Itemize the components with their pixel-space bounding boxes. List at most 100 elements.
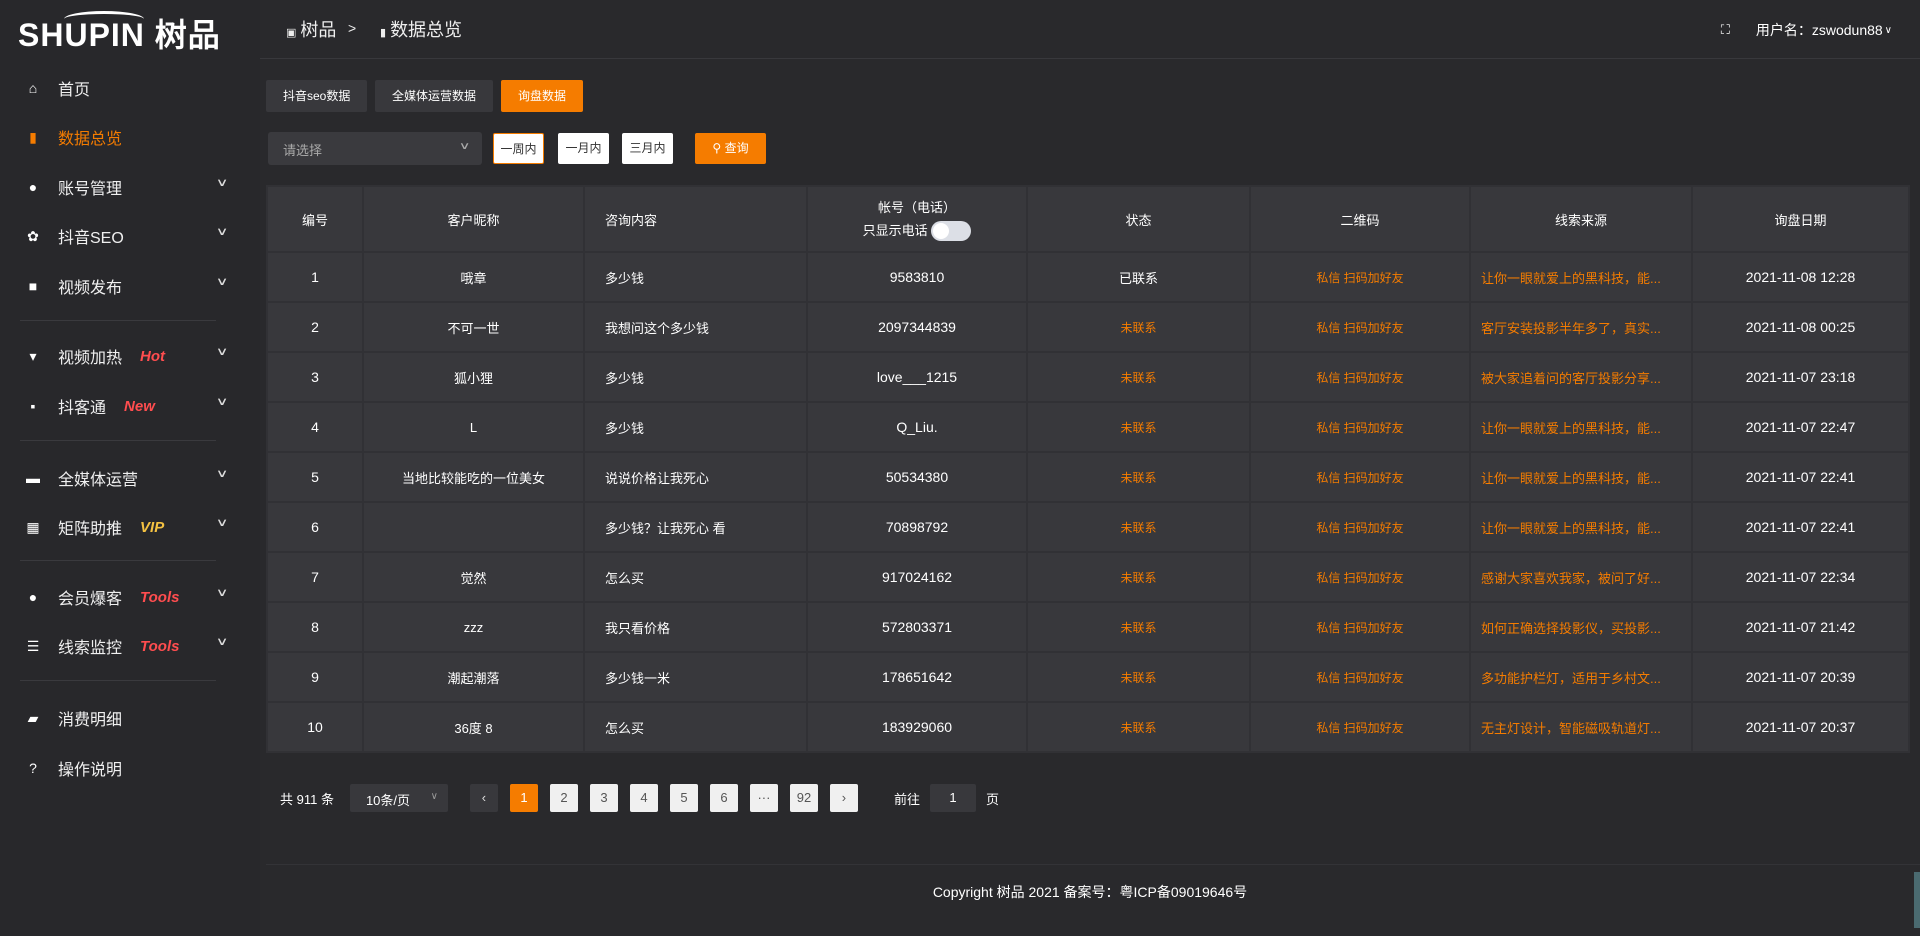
- cell-qrcode-link[interactable]: 私信 扫码加好友: [1249, 651, 1471, 703]
- sidebar-item-label: 操作说明: [58, 762, 123, 779]
- query-button[interactable]: ⚲ 查询: [695, 133, 766, 164]
- cell-date: 2021-11-07 23:18: [1691, 351, 1910, 403]
- next-page-button[interactable]: ›: [829, 784, 858, 812]
- cell-qrcode-link[interactable]: 私信 扫码加好友: [1249, 601, 1471, 653]
- chevron-down-icon: ∨: [215, 346, 229, 358]
- cell-date: 2021-11-07 20:37: [1691, 701, 1910, 753]
- user-icon: ●: [28, 179, 38, 195]
- inquiry-table: 编号 客户昵称 咨询内容 帐号（电话） 只显示电话 状态 二维码 线索来源 询盘…: [266, 185, 1910, 753]
- cell-content: 怎么买: [583, 701, 808, 753]
- cell-qrcode-link[interactable]: 私信 扫码加好友: [1249, 501, 1471, 553]
- page-button[interactable]: ···: [749, 784, 778, 812]
- table-row: 3 狐小狸 多少钱 love___1215 未联系 私信 扫码加好友 被大家追着…: [266, 351, 1910, 403]
- sidebar-badge: VIP: [140, 518, 165, 536]
- sidebar-item[interactable]: ● 会员爆客 Tools ∨: [0, 577, 260, 617]
- page-size-select[interactable]: 10条/页 ∨: [349, 784, 448, 812]
- cell-account: 70898792: [806, 501, 1028, 553]
- sidebar-item[interactable]: ● 账号管理 ∨: [0, 167, 260, 207]
- page-button[interactable]: 4: [629, 784, 658, 812]
- cell-qrcode-link[interactable]: 私信 扫码加好友: [1249, 351, 1471, 403]
- page-button[interactable]: 1: [509, 784, 538, 812]
- cell-source-link[interactable]: 多功能护栏灯，适用于乡村文...: [1469, 651, 1693, 703]
- sidebar-item-label: 视频发布: [58, 280, 123, 297]
- cell-qrcode-link[interactable]: 私信 扫码加好友: [1249, 251, 1471, 303]
- page-button[interactable]: 2: [549, 784, 578, 812]
- page-button[interactable]: 5: [669, 784, 698, 812]
- sidebar-badge: Tools: [140, 637, 180, 655]
- header-status: 状态: [1026, 185, 1251, 253]
- sidebar-item[interactable]: ▾ 视频加热 Hot ∨: [0, 336, 260, 376]
- cell-source-link[interactable]: 客厅安装投影半年多了，真实...: [1469, 301, 1693, 353]
- chevron-down-icon[interactable]: ∨: [1884, 24, 1892, 36]
- period-month-button[interactable]: 一月内: [558, 133, 609, 164]
- breadcrumb-home[interactable]: ▣ 树品: [286, 16, 336, 42]
- username-label: 用户名：: [1755, 22, 1812, 38]
- sidebar-item[interactable]: ☰ 线索监控 Tools ∨: [0, 626, 260, 666]
- cell-qrcode-link[interactable]: 私信 扫码加好友: [1249, 551, 1471, 603]
- period-week-button[interactable]: 一周内: [493, 133, 544, 164]
- sidebar-divider: [20, 560, 216, 561]
- cell-account: 917024162: [806, 551, 1028, 603]
- goto-page-input[interactable]: 1: [929, 784, 976, 812]
- page-button[interactable]: 3: [589, 784, 618, 812]
- period-3month-button[interactable]: 三月内: [622, 133, 673, 164]
- cell-qrcode-link[interactable]: 私信 扫码加好友: [1249, 301, 1471, 353]
- header-account-label: 帐号（电话）: [877, 199, 956, 215]
- cell-account: love___1215: [806, 351, 1028, 403]
- sidebar-item[interactable]: ▪ 抖客通 New ∨: [0, 386, 260, 426]
- cell-status: 未联系: [1026, 501, 1251, 553]
- scrollbar[interactable]: [1914, 872, 1920, 928]
- page-button[interactable]: 92: [789, 784, 818, 812]
- cell-id: 3: [266, 351, 364, 403]
- bar-chart-icon: ▮: [380, 27, 387, 39]
- cell-nickname: [362, 501, 585, 553]
- sidebar-item[interactable]: ▮ 数据总览: [0, 117, 260, 157]
- cell-qrcode-link[interactable]: 私信 扫码加好友: [1249, 401, 1471, 453]
- phone-only-toggle[interactable]: [931, 221, 972, 242]
- sidebar-item[interactable]: ? 操作说明: [0, 748, 260, 788]
- prev-page-button[interactable]: ‹: [469, 784, 498, 812]
- tab-inquiry[interactable]: 询盘数据: [501, 80, 584, 112]
- sidebar-item[interactable]: ▬ 全媒体运营 ∨: [0, 458, 260, 498]
- cell-source-link[interactable]: 感谢大家喜欢我家，被问了好...: [1469, 551, 1693, 603]
- sidebar-item[interactable]: ⌂ 首页: [0, 68, 260, 108]
- home-icon: ⌂: [28, 80, 38, 96]
- cell-source-link[interactable]: 让你一眼就爱上的黑科技，能...: [1469, 501, 1693, 553]
- filter-select[interactable]: 请选择 ∨: [268, 132, 482, 165]
- fullscreen-icon[interactable]: ⛶: [1720, 22, 1730, 37]
- tab-all-media[interactable]: 全媒体运营数据: [375, 80, 494, 112]
- total-count: 共 911 条: [280, 791, 334, 807]
- cell-account: 183929060: [806, 701, 1028, 753]
- page-size-value: 10条/页: [365, 793, 411, 808]
- sidebar-item[interactable]: ▰ 消费明细: [0, 698, 260, 738]
- cell-source-link[interactable]: 如何正确选择投影仪，买投影...: [1469, 601, 1693, 653]
- sidebar-item[interactable]: ■ 视频发布 ∨: [0, 266, 260, 306]
- cell-source-link[interactable]: 无主灯设计，智能磁吸轨道灯...: [1469, 701, 1693, 753]
- cell-status: 未联系: [1026, 701, 1251, 753]
- sidebar-item[interactable]: ▦ 矩阵助推 VIP ∨: [0, 507, 260, 547]
- username[interactable]: zswodun88: [1811, 22, 1883, 38]
- sidebar-item[interactable]: ✿ 抖音SEO ∨: [0, 216, 260, 256]
- cell-qrcode-link[interactable]: 私信 扫码加好友: [1249, 701, 1471, 753]
- goto-label: 前往: [893, 791, 920, 807]
- tab-douyin-seo[interactable]: 抖音seo数据: [266, 80, 368, 112]
- cell-source-link[interactable]: 让你一眼就爱上的黑科技，能...: [1469, 401, 1693, 453]
- table-header-row: 编号 客户昵称 咨询内容 帐号（电话） 只显示电话 状态 二维码 线索来源 询盘…: [266, 185, 1910, 253]
- page-button[interactable]: 6: [709, 784, 738, 812]
- header-qrcode: 二维码: [1249, 185, 1471, 253]
- cell-source-link[interactable]: 让你一眼就爱上的黑科技，能...: [1469, 451, 1693, 503]
- header-source: 线索来源: [1469, 185, 1693, 253]
- header-date: 询盘日期: [1691, 185, 1910, 253]
- cell-id: 8: [266, 601, 364, 653]
- select-placeholder: 请选择: [283, 143, 323, 158]
- sidebar-item-label: 全媒体运营: [58, 472, 139, 489]
- cell-source-link[interactable]: 让你一眼就爱上的黑科技，能...: [1469, 251, 1693, 303]
- cell-date: 2021-11-07 21:42: [1691, 601, 1910, 653]
- cell-qrcode-link[interactable]: 私信 扫码加好友: [1249, 451, 1471, 503]
- help-icon: ?: [29, 760, 37, 776]
- cell-account: 9583810: [806, 251, 1028, 303]
- logo[interactable]: SHUPIN 树品: [18, 10, 258, 54]
- cell-id: 5: [266, 451, 364, 503]
- cell-nickname: 哦章: [362, 251, 585, 303]
- cell-source-link[interactable]: 被大家追着问的客厅投影分享...: [1469, 351, 1693, 403]
